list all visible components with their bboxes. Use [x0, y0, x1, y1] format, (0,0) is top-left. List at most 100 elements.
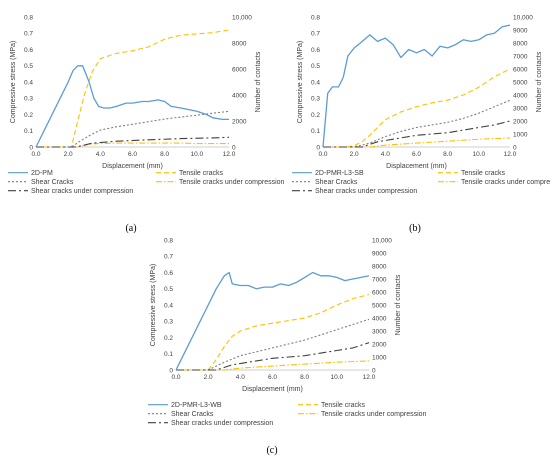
panel-label-a: (a) [125, 223, 136, 234]
y-right-tick-label: 4000 [232, 92, 247, 99]
y-right-tick-label: 2000 [232, 118, 247, 125]
y-left-tick-label: 0.7 [24, 31, 33, 38]
series-line-3 [323, 137, 511, 148]
legend-label-4: Shear cracks under compression [171, 420, 273, 427]
x-axis-title: Displacement (mm) [242, 386, 303, 393]
y-left-tick-label: 0.1 [311, 128, 320, 135]
legend-label-1: Tensile cracks [321, 402, 365, 409]
y-left-tick-label: 0.1 [24, 128, 33, 135]
y-right-tick-label: 7000 [372, 276, 387, 283]
y-left-tick-label: 0.4 [311, 79, 320, 86]
y-left-tick-label: 0.5 [311, 63, 320, 70]
y-left-tick-label: 0.3 [24, 96, 33, 103]
y-left-tick-label: 0.5 [24, 63, 33, 70]
panel-label-b: (b) [409, 223, 421, 234]
x-tick-label: 4.0 [381, 151, 390, 158]
y-right-tick-label: 0 [513, 144, 517, 151]
y-right-tick-label: 0 [232, 144, 236, 151]
y-right-tick-label: 7000 [513, 53, 528, 60]
y-right-tick-label: 1000 [372, 354, 387, 361]
y-left-tick-label: 0.4 [164, 302, 173, 309]
series-line-1 [323, 68, 511, 148]
y-right-tick-label: 10,000 [372, 237, 392, 244]
y-right-axis-title: Number of contacts [255, 51, 262, 112]
x-tick-label: 12.0 [223, 151, 236, 158]
series-line-3 [36, 142, 229, 148]
y-left-tick-label: 0.8 [164, 237, 173, 244]
x-tick-label: 12.0 [363, 374, 376, 381]
y-right-tick-label: 2000 [513, 118, 528, 125]
y-right-tick-label: 8000 [513, 40, 528, 47]
y-right-tick-label: 9000 [372, 250, 387, 257]
y-left-tick-label: 0.8 [311, 14, 320, 21]
panel-a: 0.0 2.0 4.0 6.0 8.0 10.0 12.000.10.20.30.40.50… [8, 14, 285, 195]
legend-label-0: 2D-PM [31, 170, 53, 177]
y-left-tick-label: 0.7 [164, 254, 173, 261]
legend-label-0: 2D-PMR-L3-SB [315, 170, 364, 177]
y-left-tick-label: 0 [169, 367, 173, 374]
legend-label-4: Shear cracks under compression [31, 188, 133, 195]
legend-label-3: Tensile cracks under compression [461, 179, 550, 186]
series-line-1 [36, 29, 230, 148]
legend-label-2: Shear Cracks [31, 179, 74, 186]
series-line-2 [176, 318, 370, 371]
y-left-axis-title: Compressive stress (MPa) [150, 264, 157, 346]
y-right-tick-label: 10,000 [232, 14, 252, 21]
y-right-tick-label: 5000 [372, 302, 387, 309]
y-right-tick-label: 5000 [513, 79, 528, 86]
x-tick-label: 10.0 [331, 374, 344, 381]
y-right-tick-label: 0 [372, 367, 376, 374]
legend-label-0: 2D-PMR-L3-WB [171, 402, 222, 409]
legend-label-4: Shear cracks under compression [315, 188, 417, 195]
legend-label-3: Tensile cracks under compression [321, 411, 427, 418]
x-tick-label: 2.0 [350, 151, 359, 158]
legend-label-3: Tensile cracks under compression [179, 179, 285, 186]
legend-label-1: Tensile cracks [461, 170, 505, 177]
y-left-tick-label: 0.1 [164, 351, 173, 358]
series-line-4 [36, 136, 230, 148]
y-right-tick-label: 1000 [513, 131, 528, 138]
series-line-4 [323, 120, 511, 148]
x-tick-label: 10.0 [473, 151, 486, 158]
x-tick-label: 6.0 [128, 151, 137, 158]
series-line-1 [176, 294, 370, 371]
y-left-tick-label: 0.8 [24, 14, 33, 21]
y-left-tick-label: 0.3 [311, 96, 320, 103]
y-left-tick-label: 0.2 [24, 112, 33, 119]
y-left-tick-label: 0.6 [164, 270, 173, 277]
y-left-axis-title: Compressive stress (MPa) [10, 41, 17, 123]
series-line-0 [175, 271, 370, 371]
series-line-2 [323, 99, 511, 148]
y-left-tick-label: 0.4 [24, 79, 33, 86]
x-tick-label: 4.0 [236, 374, 245, 381]
y-right-tick-label: 3000 [372, 328, 387, 335]
x-tick-label: 8.0 [300, 374, 309, 381]
y-right-tick-label: 2000 [372, 341, 387, 348]
x-axis-title: Displacement (mm) [386, 163, 447, 170]
y-right-tick-label: 8000 [372, 263, 387, 270]
y-right-axis-title: Number of contacts [536, 51, 543, 112]
y-left-tick-label: 0.2 [164, 335, 173, 342]
y-right-tick-label: 6000 [232, 66, 247, 73]
y-right-axis-title: Number of contacts [395, 274, 402, 335]
x-tick-label: 8.0 [160, 151, 169, 158]
series-line-0 [35, 65, 229, 148]
panel-c: 0.0 2.0 4.0 6.0 8.0 10.0 12.000.10.20.30.40.50… [148, 237, 427, 427]
x-tick-label: 0.0 [171, 374, 180, 381]
y-left-tick-label: 0.3 [164, 319, 173, 326]
y-right-tick-label: 9000 [513, 27, 528, 34]
y-left-tick-label: 0 [29, 144, 33, 151]
y-right-tick-label: 8000 [232, 40, 247, 47]
y-left-tick-label: 0.7 [311, 31, 320, 38]
panel-b: 0.0 2.0 4.0 6.0 8.0 10.0 12.000.10.20.30.40.50… [292, 14, 550, 195]
series-line-3 [176, 360, 370, 371]
y-right-tick-label: 10,000 [513, 14, 533, 21]
x-tick-label: 8.0 [443, 151, 452, 158]
y-right-tick-label: 6000 [513, 66, 528, 73]
x-tick-label: 2.0 [204, 374, 213, 381]
y-right-tick-label: 6000 [372, 289, 387, 296]
x-tick-label: 10.0 [191, 151, 204, 158]
y-left-tick-label: 0.5 [164, 286, 173, 293]
y-left-tick-label: 0 [316, 144, 320, 151]
